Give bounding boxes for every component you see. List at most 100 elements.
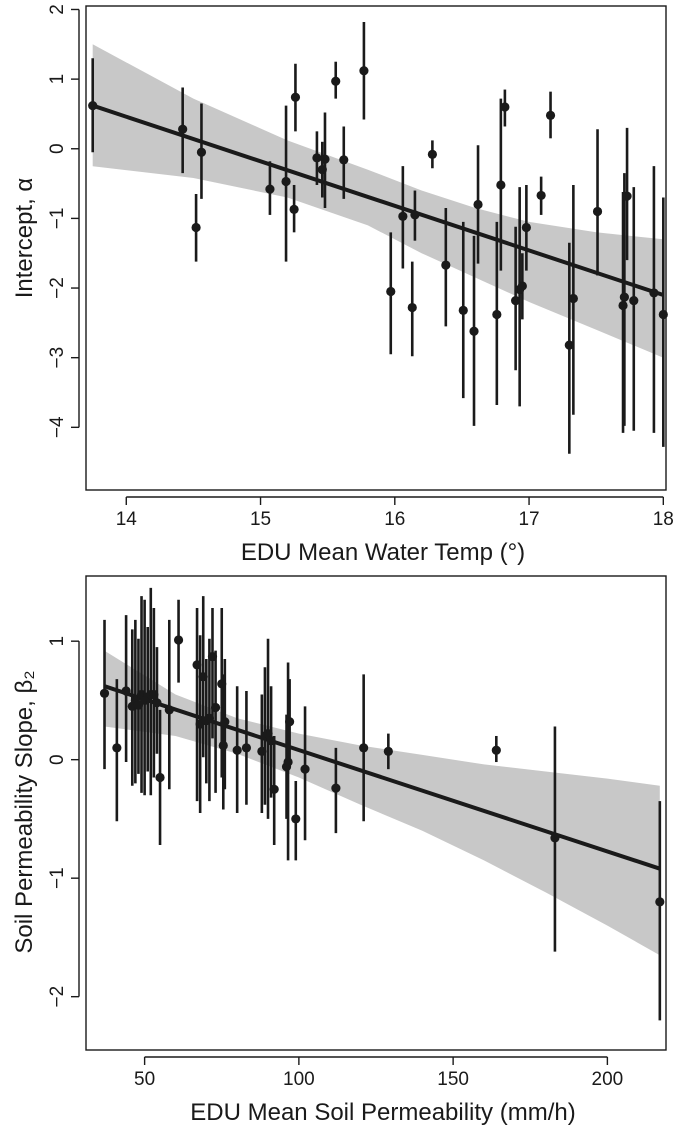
point-marker — [568, 293, 578, 304]
point-marker — [164, 705, 174, 715]
data-point — [289, 184, 299, 233]
point-marker — [655, 897, 665, 907]
x-tick-label: 15 — [250, 509, 271, 530]
x-axis-water-temp: 14 15 16 17 18 — [116, 496, 673, 530]
data-point — [517, 253, 527, 320]
data-point — [469, 235, 479, 426]
data-point — [265, 161, 275, 215]
point-marker — [359, 743, 369, 753]
point-marker — [191, 222, 201, 233]
data-point — [521, 184, 531, 271]
x-tick-label: 16 — [384, 509, 405, 530]
data-point — [441, 207, 451, 327]
x-tick-label: 200 — [592, 1069, 624, 1090]
data-point — [339, 126, 349, 199]
point-marker — [178, 124, 188, 134]
data-point — [121, 615, 131, 763]
confidence-band-area — [104, 650, 660, 956]
x-tick-label: 14 — [116, 509, 138, 530]
data-point — [545, 91, 556, 139]
data-point — [178, 87, 188, 174]
data-point — [232, 686, 242, 813]
point-marker — [196, 147, 207, 157]
data-point — [241, 690, 252, 805]
x-tick-label: 150 — [437, 1069, 469, 1090]
data-point — [407, 261, 417, 357]
data-point — [359, 674, 369, 822]
data-point — [649, 166, 659, 433]
data-point — [427, 140, 437, 169]
point-marker — [619, 292, 629, 302]
data-point — [210, 650, 221, 793]
point-marker — [339, 155, 349, 165]
data-point — [320, 112, 330, 208]
point-marker — [491, 745, 501, 755]
data-point — [359, 22, 369, 120]
data-point — [331, 61, 341, 99]
data-point — [511, 226, 521, 371]
y-tick-label: 0 — [47, 754, 68, 765]
point-marker — [473, 199, 483, 210]
y-tick-label: −1 — [47, 208, 68, 230]
point-marker — [398, 211, 408, 221]
y-axis-water-temp: 2 1 0 −1 −2 −3 −4 — [47, 4, 80, 438]
point-marker — [592, 206, 603, 217]
data-point — [592, 129, 603, 276]
data-point — [312, 131, 322, 185]
point-marker — [285, 717, 295, 727]
point-marker — [331, 76, 341, 86]
data-point — [155, 709, 165, 845]
data-point — [655, 801, 665, 1021]
point-marker — [536, 190, 546, 201]
point-marker — [407, 302, 417, 313]
data-point — [220, 658, 230, 790]
data-point — [473, 145, 483, 264]
point-marker — [386, 286, 396, 297]
data-point — [269, 735, 279, 845]
data-point — [291, 781, 301, 861]
y-tick-label: 1 — [47, 636, 68, 647]
panel-water-temp: 14 15 16 17 18 2 1 0 −1 −2 −3 −4 EDU Mean Water Te… — [11, 4, 673, 566]
point-marker — [232, 745, 242, 755]
data-point — [410, 190, 420, 241]
point-marker — [622, 191, 632, 201]
data-point — [629, 187, 639, 431]
y-axis-soil-permeability: 1 0 −1 −2 — [47, 636, 80, 1008]
point-marker — [210, 702, 221, 713]
data-point — [658, 197, 668, 447]
point-marker — [441, 260, 451, 270]
data-point — [622, 127, 632, 261]
data-point — [173, 599, 184, 683]
data-point — [196, 103, 207, 199]
data-point — [88, 58, 98, 153]
data-point — [331, 747, 341, 834]
point-marker — [618, 300, 628, 311]
point-marker — [265, 184, 275, 194]
data-point — [492, 221, 502, 406]
point-marker — [269, 784, 279, 794]
point-marker — [220, 717, 230, 727]
data-point — [568, 184, 578, 415]
point-marker — [492, 309, 502, 320]
point-marker — [121, 686, 131, 696]
point-marker — [649, 288, 659, 298]
data-point — [458, 221, 468, 399]
point-marker — [658, 309, 668, 320]
y-tick-label: 2 — [47, 4, 68, 15]
point-marker — [458, 305, 468, 315]
plot-frame-soil-permeability — [85, 575, 667, 1051]
y-tick-label: −1 — [47, 867, 68, 889]
confidence-band-soil-permeability — [104, 650, 660, 956]
data-point — [550, 726, 560, 952]
point-marker — [241, 743, 252, 753]
point-marker — [496, 180, 506, 190]
point-marker — [218, 740, 228, 751]
data-point — [496, 98, 506, 271]
x-tick-label: 18 — [653, 509, 673, 530]
data-point — [383, 733, 393, 770]
point-marker — [88, 100, 98, 111]
data-point — [398, 166, 408, 269]
point-marker — [99, 688, 110, 698]
y-axis-label-water-temp: Intercept, α — [11, 178, 38, 299]
